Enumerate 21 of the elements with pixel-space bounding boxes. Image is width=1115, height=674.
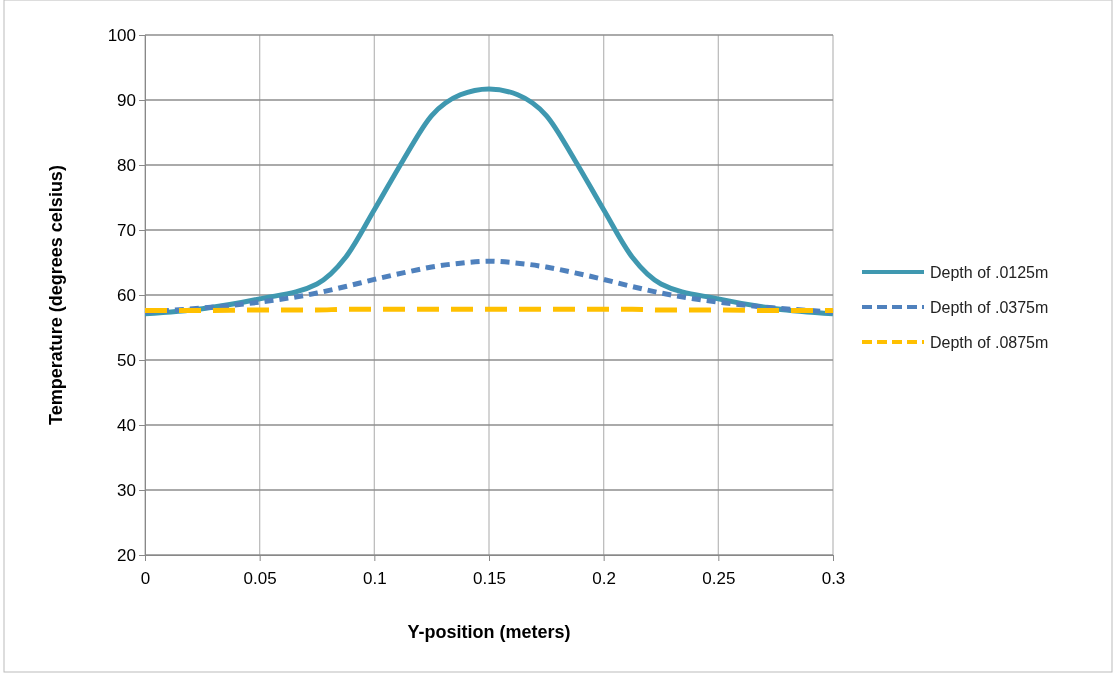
y-tick-label: 80 <box>117 155 136 175</box>
y-tick-label: 30 <box>117 480 136 500</box>
legend-label: Depth of .0125m <box>930 264 1049 281</box>
legend-label: Depth of .0375m <box>930 299 1049 316</box>
x-tick-label: 0.1 <box>363 569 387 589</box>
y-tick-label: 70 <box>117 220 136 240</box>
legend-label: Depth of .0875m <box>930 334 1049 351</box>
y-axis-title: Temperature (degrees celsius) <box>46 165 66 425</box>
y-tick-label: 40 <box>117 415 136 435</box>
y-tick-label: 100 <box>107 25 136 45</box>
x-axis-title: Y-position (meters) <box>407 622 571 642</box>
y-tick-label: 50 <box>117 350 136 370</box>
y-tick-label: 20 <box>117 545 136 565</box>
y-tick-label: 90 <box>117 90 136 110</box>
x-tick-label: 0 <box>140 569 151 589</box>
x-tick-label: 0.3 <box>821 569 846 589</box>
y-tick-label: 60 <box>117 285 136 305</box>
x-tick-label: 0.05 <box>243 569 277 589</box>
x-tick-label: 0.2 <box>592 569 616 589</box>
x-tick-label: 0.25 <box>702 569 736 589</box>
x-tick-label: 0.15 <box>472 569 507 589</box>
